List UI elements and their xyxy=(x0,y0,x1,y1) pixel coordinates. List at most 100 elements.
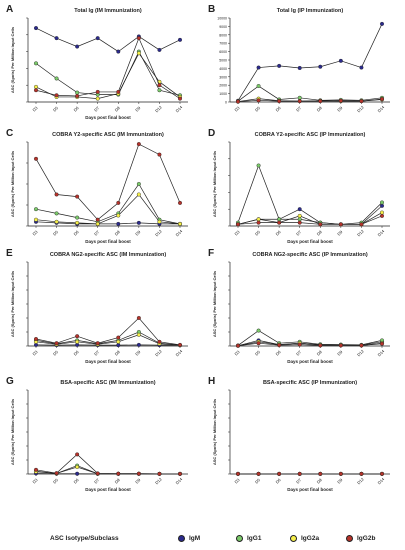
data-point-c-igg2a-5 xyxy=(136,192,141,197)
data-point-c-igg2a-3 xyxy=(95,221,100,226)
x-tick-label-g-3: D7 xyxy=(93,477,101,485)
y-axis-title-e: ASC (Spots) Per Million Input Cells xyxy=(10,270,15,337)
data-point-e-igg2b-4 xyxy=(116,335,121,340)
legend-label-igm: IgM xyxy=(189,535,201,542)
x-tick-label-d-6: D12 xyxy=(356,228,365,237)
data-point-b-igg1-3 xyxy=(297,95,302,100)
legend-label-igg2b: IgG2b xyxy=(357,535,376,542)
x-tick-label-g-2: D6 xyxy=(73,477,81,485)
x-axis-title-a: Days post final boost xyxy=(85,115,131,120)
x-tick-label-e-2: D6 xyxy=(73,349,81,357)
x-axis-title-d: Days post final boost xyxy=(287,239,333,244)
panel-title-g: BSA-specific ASC (IM Immunization) xyxy=(60,380,155,386)
data-point-g-igg2b-3 xyxy=(95,471,100,476)
x-tick-label-e-7: D14 xyxy=(175,348,184,357)
legend-item-igg2a: IgG2a xyxy=(290,535,319,542)
data-point-c-igg1-0 xyxy=(34,207,39,212)
data-point-d-igg2b-5 xyxy=(338,222,343,227)
x-tick-label-d-4: D8 xyxy=(316,229,324,237)
series-line-f-igg2b xyxy=(237,342,383,347)
series-line-f-igg1 xyxy=(237,330,383,346)
data-point-f-igg2b-2 xyxy=(277,343,282,348)
legend-label-igg2a: IgG2a xyxy=(301,535,320,542)
panel-letter-c: C xyxy=(6,128,13,139)
series-line-a-igg1 xyxy=(35,50,181,96)
data-point-f-igg2b-3 xyxy=(297,342,302,347)
data-point-a-igg1-6 xyxy=(157,88,162,93)
legend-title: ASC Isotype/Subclass xyxy=(50,535,119,542)
y-tick-label-b-1: 1000 xyxy=(219,92,227,96)
data-point-b-igg2b-0 xyxy=(235,99,240,104)
data-point-c-igg2a-6 xyxy=(157,219,162,224)
data-point-h-igg2b-6 xyxy=(359,471,364,476)
x-tick-label-b-1: D5 xyxy=(254,105,262,113)
x-tick-label-g-0: D3 xyxy=(31,477,39,485)
series-line-b-igg2b xyxy=(237,98,383,102)
data-point-c-igg2b-2 xyxy=(75,194,80,199)
x-tick-label-b-4: D8 xyxy=(316,105,324,113)
y-axis-title-h: ASC (Spots) Per Million Input Cells xyxy=(212,398,217,465)
data-point-d-igg1-1 xyxy=(256,163,261,168)
y-axis-title-d: ASC (Spots) Per Million Input Cells xyxy=(212,150,217,217)
data-point-b-igg2b-7 xyxy=(380,97,385,102)
x-tick-label-h-6: D12 xyxy=(356,476,365,485)
data-point-d-igg2a-3 xyxy=(297,213,302,218)
x-tick-label-c-7: D14 xyxy=(175,228,184,237)
x-tick-label-b-0: D3 xyxy=(233,105,241,113)
x-axis-title-g: Days post final boost xyxy=(85,487,131,492)
data-point-d-igm-7 xyxy=(380,203,385,208)
panel-title-a: Total Ig (IM Immunization) xyxy=(74,8,142,14)
data-point-a-igg2a-0 xyxy=(34,84,39,89)
y-axis-title-c: ASC (Spots) Per Million Input Cells xyxy=(10,150,15,217)
data-point-a-igg2b-4 xyxy=(116,89,121,94)
data-point-b-igm-6 xyxy=(359,65,364,70)
x-tick-label-h-0: D3 xyxy=(233,477,241,485)
data-point-f-igg2b-0 xyxy=(235,343,240,348)
x-tick-label-c-2: D6 xyxy=(73,229,81,237)
data-point-h-igg2b-1 xyxy=(256,471,261,476)
data-point-h-igg2b-7 xyxy=(380,471,385,476)
data-point-a-igm-1 xyxy=(54,36,59,41)
x-tick-label-e-5: D9 xyxy=(134,349,142,357)
data-point-g-igg2b-6 xyxy=(157,471,162,476)
data-point-g-igg2b-4 xyxy=(116,471,121,476)
series-line-c-igg2b xyxy=(35,143,181,221)
y-tick-label-b-4: 4000 xyxy=(219,67,227,71)
x-tick-label-f-6: D12 xyxy=(356,348,365,357)
y-tick-label-b-9: 9000 xyxy=(219,25,227,29)
data-point-d-igg2b-4 xyxy=(318,222,323,227)
data-point-b-igg2b-5 xyxy=(338,98,343,103)
x-tick-label-g-4: D8 xyxy=(114,477,122,485)
data-point-g-igg2a-2 xyxy=(75,465,80,470)
x-tick-label-h-2: D6 xyxy=(275,477,283,485)
x-tick-label-d-1: D5 xyxy=(254,229,262,237)
x-axis-title-h: Days post final boost xyxy=(287,487,333,492)
data-point-g-igg2b-2 xyxy=(75,452,80,457)
x-tick-label-h-7: D14 xyxy=(377,476,386,485)
data-point-d-igg2a-1 xyxy=(256,217,261,222)
series-line-g-igg2b xyxy=(35,453,180,475)
data-point-e-igg2b-7 xyxy=(177,342,182,347)
x-tick-label-b-6: D12 xyxy=(356,104,365,113)
panel-title-e: COBRA NG2-specific ASC (IM Immunization) xyxy=(50,252,166,258)
data-point-a-igg2b-7 xyxy=(177,96,182,101)
x-tick-label-e-0: D3 xyxy=(31,349,39,357)
y-tick-label-b-3: 3000 xyxy=(219,75,227,79)
x-tick-label-f-4: D8 xyxy=(316,349,324,357)
data-point-b-igg2b-4 xyxy=(318,99,323,104)
x-tick-label-d-3: D7 xyxy=(295,229,303,237)
x-tick-label-e-4: D8 xyxy=(114,349,122,357)
x-axis-title-c: Days post final boost xyxy=(85,239,131,244)
x-axis-title-f: Days post final boost xyxy=(287,359,333,364)
y-tick-label-b-10: 10000 xyxy=(217,17,227,21)
data-point-c-igg2b-3 xyxy=(95,217,100,222)
data-point-d-igg2b-2 xyxy=(277,220,282,225)
data-point-d-igg2b-1 xyxy=(256,220,261,225)
data-point-a-igg2b-5 xyxy=(136,36,141,41)
x-tick-label-d-2: D6 xyxy=(275,229,283,237)
x-tick-label-f-0: D3 xyxy=(233,349,241,357)
panel-letter-b: B xyxy=(208,4,215,15)
data-point-a-igg1-0 xyxy=(34,61,39,66)
x-tick-label-f-1: D5 xyxy=(254,349,262,357)
x-tick-label-c-0: D3 xyxy=(31,229,39,237)
